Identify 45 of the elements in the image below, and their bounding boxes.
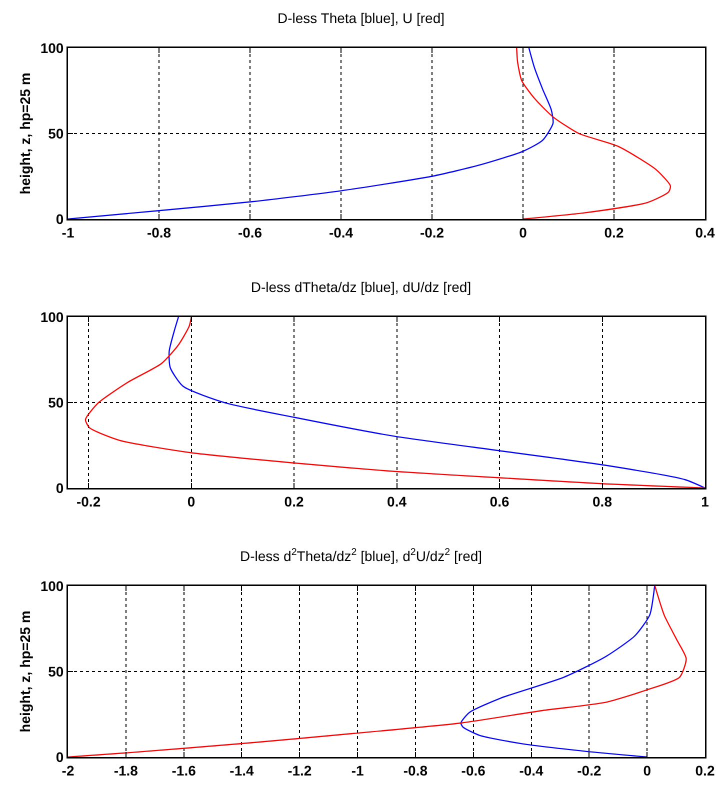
x-tick-label: -1 <box>351 762 364 778</box>
y-tick-label: 100 <box>40 40 64 56</box>
x-tick-label: 0.2 <box>604 224 624 240</box>
x-tick-label: -0.8 <box>146 224 172 240</box>
x-tick-label: -0.4 <box>519 762 544 778</box>
x-tick-label: -0.2 <box>577 762 602 778</box>
x-tick-label: 0.4 <box>695 224 715 240</box>
x-tick-label: -0.8 <box>403 762 428 778</box>
y-tick-label: 50 <box>48 663 64 680</box>
x-tick-label: 0 <box>187 493 196 510</box>
x-tick-label: -1.8 <box>114 762 138 778</box>
x-tick-label: 0.8 <box>592 493 612 510</box>
x-tick-label: -0.2 <box>76 493 101 510</box>
x-tick-label: -1.2 <box>288 762 312 778</box>
chart-title: D-less d$^{2}$Theta/dz$^{2}$ [blue], d$^{2}$U/dz$^{2}$ [red] <box>240 547 482 564</box>
line-series <box>68 586 687 757</box>
y-tick-label: 50 <box>48 394 64 410</box>
x-tick-label: 0.6 <box>490 493 510 510</box>
x-tick-label: -0.2 <box>420 224 444 240</box>
x-tick-label: -1.4 <box>230 762 254 778</box>
x-tick-label: -2 <box>62 762 74 778</box>
x-tick-label: -1 <box>62 224 74 240</box>
y-tick-label: 0 <box>56 210 64 227</box>
chart-title: D-less dTheta/dz [blue], dU/dz [red] <box>250 278 472 295</box>
x-tick-label: -0.4 <box>328 224 354 240</box>
y-tick-label: 0 <box>56 480 64 496</box>
y-tick-label: 100 <box>40 578 64 594</box>
y-axis-title: height, z, hp=25 m <box>17 610 34 732</box>
x-tick-label: 0.2 <box>695 762 715 778</box>
x-tick-label: 0 <box>519 224 528 240</box>
x-tick-label: -0.6 <box>461 762 486 778</box>
x-tick-label: 0.2 <box>284 493 304 510</box>
y-tick-label: 0 <box>56 748 64 765</box>
x-tick-label: 0.4 <box>387 493 407 510</box>
y-tick-label: 50 <box>48 125 64 142</box>
x-tick-label: -1.6 <box>172 762 196 778</box>
line-series <box>68 48 554 219</box>
y-tick-label: 100 <box>40 308 64 325</box>
line-series <box>516 48 672 219</box>
x-tick-label: -0.6 <box>238 224 262 240</box>
x-tick-label: 0 <box>643 762 652 778</box>
y-axis-title: height, z, hp=25 m <box>17 72 34 194</box>
x-tick-label: 1 <box>701 493 710 510</box>
chart-title: D-less Theta [blue], U [red] <box>277 10 445 26</box>
line-series <box>460 586 656 757</box>
